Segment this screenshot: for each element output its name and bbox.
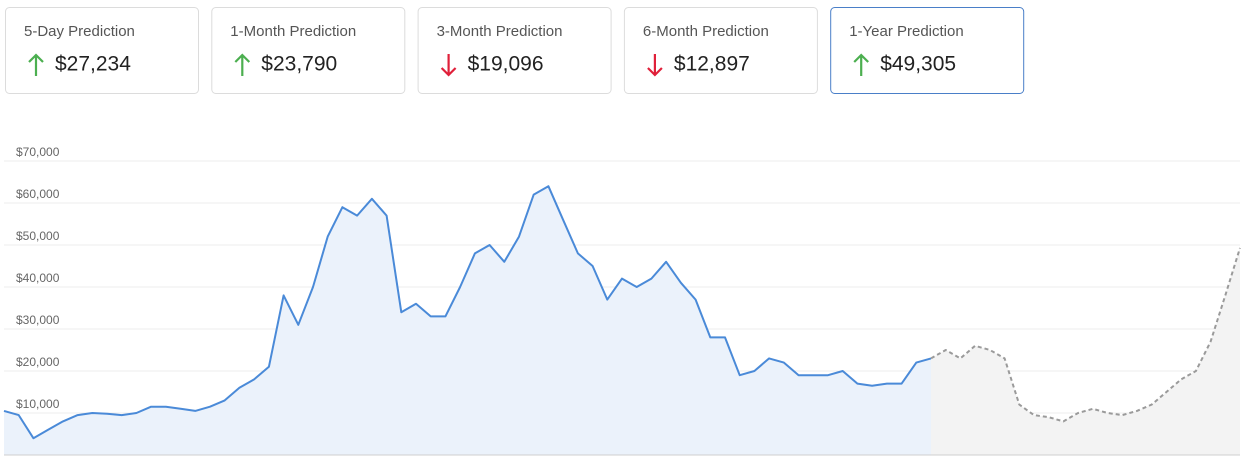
card-label: 6-Month Prediction (643, 23, 769, 40)
arrow-up (853, 53, 869, 76)
prediction-card[interactable] (830, 7, 1025, 94)
card-value: $49,305 (880, 53, 956, 76)
y-tick-label: $40,000 (16, 271, 60, 285)
prediction-card[interactable] (417, 7, 612, 94)
prediction-card[interactable] (5, 7, 199, 94)
arrow-up (234, 53, 251, 76)
card-value: $12,897 (674, 53, 750, 76)
y-tick-label: $30,000 (16, 313, 60, 327)
card-value: $27,234 (55, 53, 131, 76)
arrow-down (647, 54, 663, 77)
prediction-card[interactable] (623, 7, 818, 94)
series-area (931, 247, 1240, 455)
series-line (930, 247, 1241, 423)
arrow-up (28, 53, 44, 76)
y-tick-label: $70,000 (16, 145, 60, 159)
y-tick-label: $60,000 (16, 187, 60, 201)
card-label: 3-Month Prediction (437, 23, 563, 40)
series-area (4, 186, 931, 455)
y-tick-label: $10,000 (16, 397, 60, 411)
card-value: $23,790 (261, 53, 337, 76)
arrow-down (440, 54, 457, 77)
y-tick-label: $20,000 (16, 355, 60, 369)
series-line (3, 185, 932, 440)
prediction-card[interactable] (211, 7, 406, 94)
card-label: 1-Month Prediction (230, 23, 356, 40)
card-label: 1-Year Prediction (849, 23, 964, 40)
card-label: 5-Day Prediction (24, 23, 135, 40)
card-value: $19,096 (468, 53, 544, 76)
y-tick-label: $50,000 (16, 229, 60, 243)
